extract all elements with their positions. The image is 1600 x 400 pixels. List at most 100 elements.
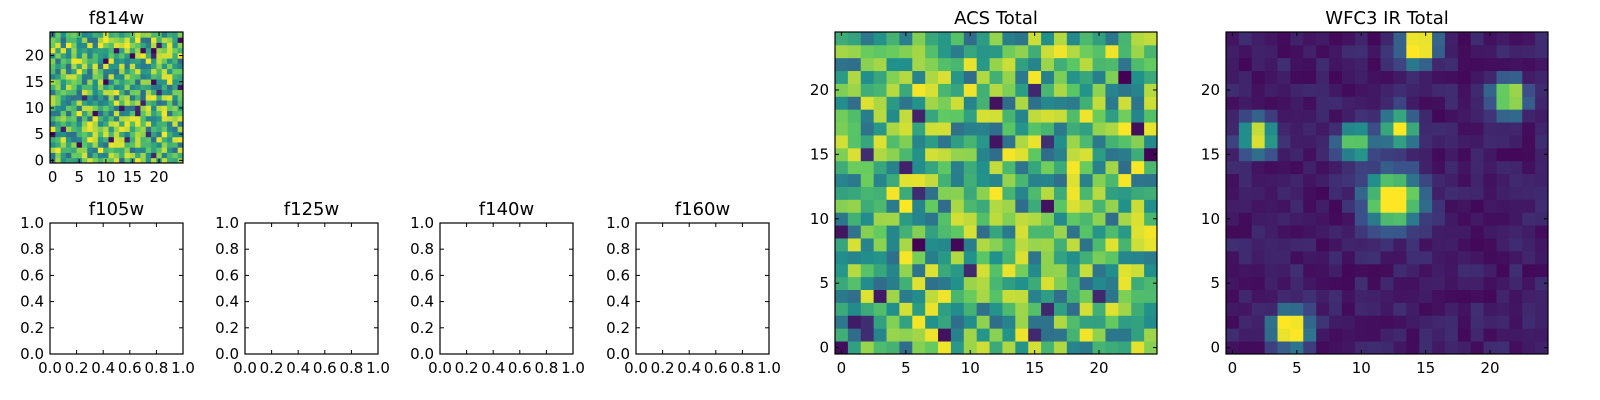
heatmap-cell bbox=[113, 157, 120, 164]
heatmap-cell bbox=[177, 100, 184, 106]
heatmap-cell bbox=[1053, 302, 1068, 316]
x-tick-label: 0.2 bbox=[260, 359, 284, 377]
heatmap-cell bbox=[1470, 225, 1484, 239]
heatmap-cell bbox=[167, 100, 173, 106]
heatmap-cell bbox=[1092, 122, 1106, 136]
heatmap-cell bbox=[886, 44, 900, 59]
heatmap-cell bbox=[886, 173, 900, 187]
heatmap-cell bbox=[1144, 225, 1158, 239]
heatmap-cell bbox=[119, 142, 125, 148]
heatmap-cell bbox=[912, 83, 926, 97]
heatmap-cell bbox=[1277, 70, 1291, 84]
heatmap-cell bbox=[1509, 250, 1523, 265]
heatmap-cell bbox=[172, 131, 179, 138]
heatmap-cell bbox=[963, 57, 978, 72]
heatmap-cell bbox=[1509, 70, 1523, 84]
heatmap-cell bbox=[1144, 122, 1158, 136]
heatmap-cell bbox=[938, 122, 952, 136]
heatmap-cell bbox=[899, 96, 913, 110]
heatmap-cell bbox=[1002, 341, 1016, 355]
heatmap-cell bbox=[113, 73, 120, 80]
heatmap-cell bbox=[1028, 109, 1042, 123]
heatmap-cell bbox=[97, 131, 104, 138]
heatmap-cell bbox=[145, 58, 152, 64]
heatmap-cell bbox=[1226, 57, 1240, 72]
heatmap-cell bbox=[97, 142, 104, 148]
heatmap-cell bbox=[847, 250, 862, 265]
heatmap-cell bbox=[1131, 212, 1145, 226]
heatmap-cell bbox=[1053, 238, 1068, 252]
heatmap-cell bbox=[76, 84, 83, 91]
heatmap-cell bbox=[1419, 250, 1433, 265]
heatmap-cell bbox=[873, 173, 887, 187]
heatmap-cell bbox=[1238, 276, 1253, 290]
subplot-title: f140w bbox=[479, 199, 534, 220]
heatmap-cell bbox=[129, 73, 136, 80]
heatmap-cell bbox=[1303, 109, 1317, 123]
heatmap-cell bbox=[1041, 199, 1055, 213]
heatmap-cell bbox=[1226, 44, 1240, 59]
heatmap-cell bbox=[1066, 96, 1081, 110]
heatmap-cell bbox=[1444, 173, 1459, 187]
heatmap-cell bbox=[108, 100, 115, 106]
heatmap-cell bbox=[1053, 44, 1068, 59]
heatmap-cell bbox=[145, 89, 152, 96]
y-tick-label: 0.6 bbox=[410, 266, 434, 284]
heatmap-cell bbox=[1432, 238, 1446, 252]
heatmap-cell bbox=[1251, 263, 1266, 278]
heatmap-cell bbox=[1496, 263, 1510, 278]
heatmap-cell bbox=[963, 315, 978, 329]
heatmap-cell bbox=[108, 32, 115, 38]
heatmap-cell bbox=[1393, 135, 1407, 149]
heatmap-cell bbox=[1535, 160, 1549, 175]
heatmap-cell bbox=[1251, 57, 1266, 72]
heatmap-cell bbox=[87, 94, 93, 101]
heatmap-cell bbox=[140, 94, 147, 101]
heatmap-cell bbox=[1226, 96, 1240, 110]
heatmap-cell bbox=[989, 238, 1003, 252]
heatmap-cell bbox=[87, 58, 93, 64]
heatmap-cell bbox=[1341, 57, 1356, 72]
heatmap-cell bbox=[1444, 32, 1459, 46]
heatmap-cell bbox=[1329, 263, 1343, 278]
heatmap-cell bbox=[1483, 96, 1497, 110]
heatmap-cell bbox=[1316, 212, 1330, 226]
heatmap-cell bbox=[1432, 263, 1446, 278]
heatmap-cell bbox=[87, 131, 93, 138]
heatmap-cell bbox=[1329, 109, 1343, 123]
heatmap-cell bbox=[60, 136, 67, 143]
axes-frame bbox=[49, 222, 184, 355]
heatmap-cell bbox=[1419, 109, 1433, 123]
heatmap-cell bbox=[1002, 160, 1016, 175]
heatmap-cell bbox=[161, 89, 168, 96]
heatmap-cell bbox=[113, 47, 120, 54]
heatmap-cell bbox=[1028, 315, 1042, 329]
heatmap-cell bbox=[65, 94, 72, 101]
heatmap-cell bbox=[1496, 122, 1510, 136]
heatmap-cell bbox=[92, 68, 99, 75]
heatmap-cell bbox=[103, 115, 109, 122]
heatmap-cell bbox=[151, 52, 157, 59]
heatmap-cell bbox=[151, 110, 157, 117]
heatmap-cell bbox=[119, 47, 125, 54]
heatmap-cell bbox=[1290, 199, 1304, 213]
heatmap-cell bbox=[172, 37, 179, 43]
heatmap-cell bbox=[1015, 135, 1029, 149]
heatmap-cell bbox=[103, 89, 109, 96]
heatmap-cell bbox=[92, 152, 99, 159]
heatmap-cell bbox=[976, 341, 990, 355]
heatmap-cell bbox=[1367, 341, 1381, 355]
heatmap-cell bbox=[873, 109, 887, 123]
heatmap-cell bbox=[135, 68, 141, 75]
heatmap-cell bbox=[71, 63, 77, 70]
heatmap-cell bbox=[1105, 276, 1119, 290]
heatmap-cell bbox=[1535, 225, 1549, 239]
heatmap-cell bbox=[50, 121, 56, 127]
y-tick-label: 10 bbox=[1201, 210, 1220, 228]
heatmap-cell bbox=[938, 263, 952, 278]
heatmap-cell bbox=[1144, 173, 1158, 187]
heatmap-cell bbox=[87, 73, 93, 80]
heatmap-cell bbox=[119, 37, 125, 43]
heatmap-cell bbox=[976, 328, 990, 342]
heatmap-cell bbox=[129, 100, 136, 106]
